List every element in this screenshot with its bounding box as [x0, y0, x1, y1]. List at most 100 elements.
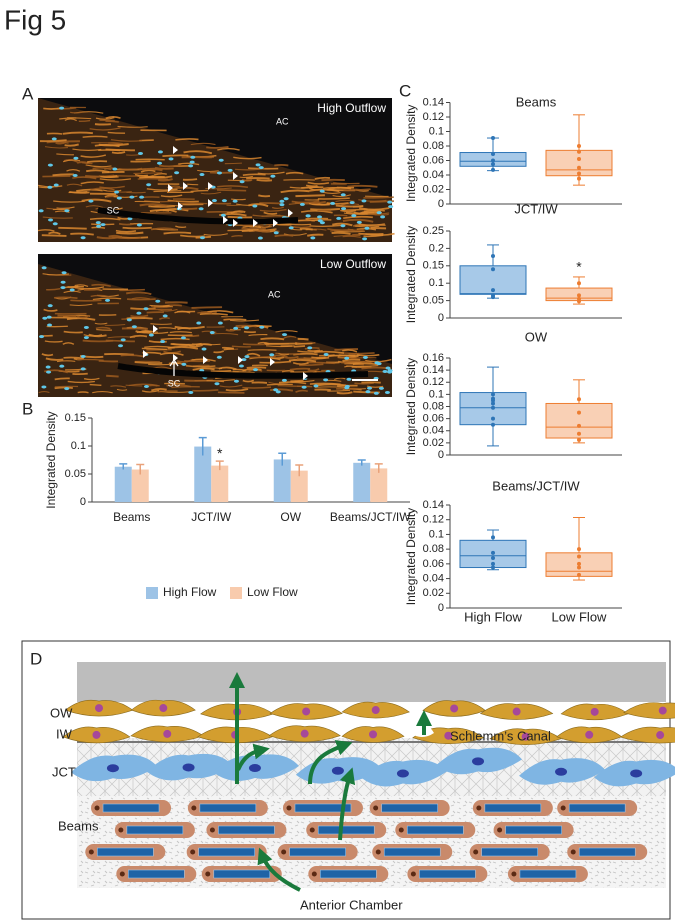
beam-core	[126, 825, 184, 835]
cell-nucleus	[555, 767, 568, 776]
fiber	[233, 156, 262, 160]
nucleus	[131, 325, 137, 329]
nucleus	[387, 200, 393, 204]
nucleus	[157, 150, 163, 154]
fiber	[176, 359, 192, 363]
nucleus	[239, 180, 245, 184]
nucleus	[364, 226, 370, 230]
nucleus	[218, 158, 224, 162]
fiber	[217, 391, 245, 394]
fiber	[242, 173, 266, 177]
nucleus	[214, 382, 220, 386]
fiber	[326, 202, 349, 205]
fiber	[295, 389, 308, 393]
y-tick-label: 0.2	[429, 242, 444, 254]
bar	[273, 459, 291, 502]
fiber	[366, 212, 390, 215]
fiber	[139, 175, 165, 179]
nucleus	[174, 171, 180, 175]
data-point	[491, 565, 495, 570]
fiber	[252, 214, 281, 217]
fiber	[118, 222, 134, 226]
fiber	[53, 296, 78, 299]
fiber	[146, 188, 178, 191]
nucleus	[288, 226, 294, 230]
fiber	[217, 185, 249, 188]
nucleus	[257, 236, 263, 240]
fiber	[160, 337, 190, 341]
nucleus	[344, 356, 350, 360]
nucleus	[376, 211, 382, 215]
nucleus	[53, 183, 59, 187]
nucleus	[253, 368, 259, 372]
fiber	[92, 297, 122, 301]
fiber	[130, 314, 149, 318]
fiber	[137, 178, 169, 181]
fiber	[260, 337, 285, 341]
cell-nucleus	[658, 706, 667, 715]
fiber	[116, 231, 144, 235]
fiber	[307, 181, 330, 185]
data-point	[491, 535, 495, 540]
fiber	[335, 199, 355, 203]
bar	[131, 469, 149, 502]
nucleus	[41, 266, 47, 270]
y-tick-label: 0.15	[423, 260, 444, 272]
panel-label: B	[22, 399, 33, 418]
fiber	[74, 284, 89, 287]
beam-core	[383, 847, 441, 857]
fiber	[105, 116, 121, 120]
chart-title: OW	[525, 329, 548, 344]
fiber	[223, 318, 247, 321]
fiber	[122, 226, 152, 230]
layer-label: Beams	[58, 818, 99, 833]
data-point	[577, 157, 581, 162]
nucleus	[83, 325, 89, 329]
cell-nucleus	[311, 871, 317, 877]
nucleus	[336, 216, 342, 220]
fiber	[210, 332, 239, 336]
micrograph-title: High Outflow	[317, 101, 386, 115]
nucleus	[313, 384, 319, 388]
fiber	[174, 325, 205, 330]
data-point	[491, 392, 495, 397]
data-point	[577, 176, 581, 181]
fiber	[66, 183, 83, 187]
flow-arrow	[236, 743, 270, 771]
fiber	[305, 217, 329, 220]
fiber	[94, 322, 108, 325]
cell-nucleus	[560, 805, 566, 811]
y-tick-label: 0.16	[423, 352, 444, 364]
cell-nucleus	[656, 731, 665, 740]
fiber	[69, 303, 93, 306]
fiber	[56, 153, 74, 156]
fiber	[87, 160, 108, 163]
fiber	[99, 178, 132, 181]
fiber	[190, 142, 216, 146]
nucleus	[269, 353, 275, 357]
fiber	[314, 350, 345, 354]
nucleus	[252, 204, 258, 208]
fiber	[275, 330, 298, 333]
fiber	[192, 389, 219, 392]
fiber	[76, 314, 89, 319]
fiber	[332, 194, 352, 198]
fiber	[188, 344, 203, 348]
fiber	[133, 172, 163, 174]
y-tick-label: 0.12	[423, 514, 444, 526]
fiber	[130, 160, 151, 163]
cell-nucleus	[94, 805, 100, 811]
chamber-label: Anterior Chamber	[300, 897, 403, 912]
fiber	[342, 235, 361, 238]
nucleus	[47, 304, 53, 308]
y-tick-label: 0.12	[423, 376, 444, 388]
fiber	[230, 210, 246, 214]
fiber	[88, 333, 107, 338]
data-point	[491, 267, 495, 272]
data-point	[577, 293, 581, 298]
fiber	[80, 181, 104, 185]
fiber	[46, 141, 69, 144]
fiber	[293, 345, 306, 348]
x-tick-label: High Flow	[464, 609, 522, 624]
